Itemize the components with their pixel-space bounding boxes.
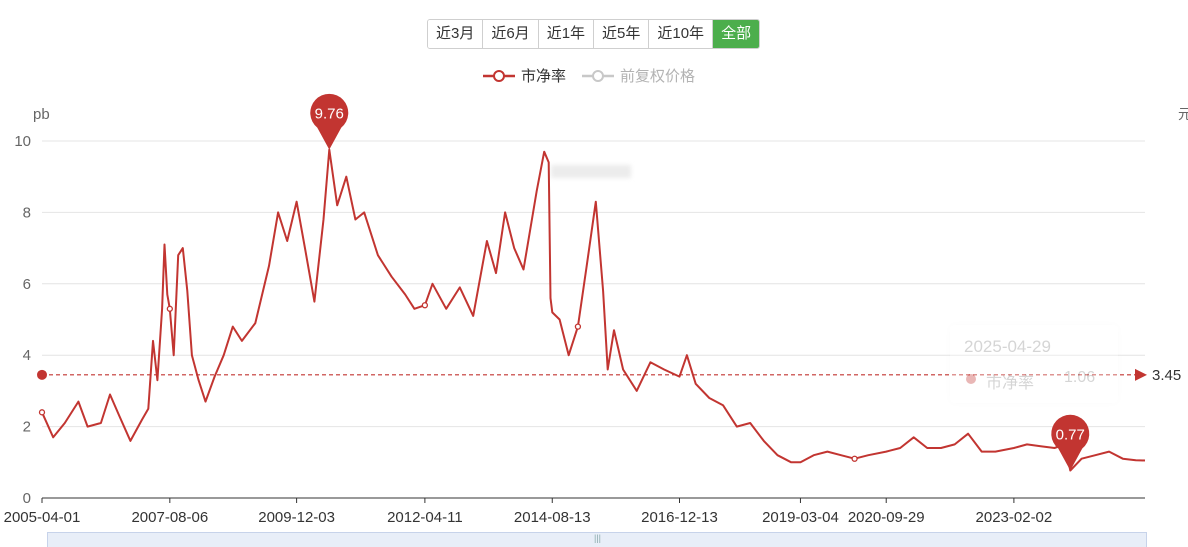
time-range-selector: 近3月 近6月 近1年 近5年 近10年 全部 [427, 19, 761, 49]
legend-label-price: 前复权价格 [620, 68, 696, 85]
tooltip-value: 1.06 [1064, 369, 1096, 386]
data-point [38, 409, 46, 416]
pb-series-line [41, 148, 1146, 472]
range-button-1y[interactable]: 近1年 [538, 20, 595, 48]
max-min-pin-marker [310, 93, 349, 150]
range-button-10y[interactable]: 近10年 [649, 20, 714, 48]
tooltip-series-dot [966, 374, 976, 384]
x-tick-label: 2023-02-02 [976, 509, 1053, 526]
mark-line-arrow [1135, 368, 1147, 381]
pin-marker-label: 0.77 [1056, 427, 1085, 444]
y-tick-label: 0 [23, 490, 31, 507]
x-tick-label: 2005-04-01 [4, 509, 81, 526]
data-point [421, 302, 429, 309]
x-tick-label: 2007-08-06 [131, 509, 208, 526]
pin-marker-label: 9.76 [315, 106, 344, 123]
max-min-pin-marker [1051, 414, 1090, 471]
range-button-6m[interactable]: 近6月 [483, 20, 539, 48]
legend-item-price[interactable]: 前复权价格 [582, 65, 695, 86]
legend-item-pb[interactable]: 市净率 [483, 65, 566, 86]
y-tick-label: 6 [23, 276, 31, 293]
data-point [851, 455, 858, 462]
y-tick-label: 4 [23, 347, 31, 364]
legend-label-pb: 市净率 [521, 68, 567, 85]
y-tick-label: 8 [23, 204, 31, 221]
chart-legend: 市净率 前复权价格 [483, 65, 695, 86]
data-zoom-slider[interactable]: ||| [47, 532, 1147, 547]
data-point [166, 305, 173, 312]
range-button-5y[interactable]: 近5年 [594, 20, 650, 48]
right-axis-name: 元 [1178, 106, 1188, 122]
x-tick-label: 2019-03-04 [762, 509, 839, 526]
y-tick-label: 2 [23, 419, 31, 436]
tooltip: 2025-04-29 市净率 1.06 [950, 325, 1118, 403]
x-tick-label: 2009-12-03 [258, 509, 335, 526]
tooltip-series-name: 市净率 [986, 375, 1035, 392]
y-tick-label: 10 [14, 133, 31, 150]
data-point [574, 323, 582, 330]
range-button-3m[interactable]: 近3月 [428, 20, 484, 48]
mark-line-label: 3.45 [1152, 367, 1181, 384]
x-tick-label: 2012-04-11 [387, 509, 463, 526]
x-tick-label: 2016-12-13 [641, 509, 718, 526]
x-tick-label: 2014-08-13 [514, 509, 591, 526]
watermark [551, 165, 631, 178]
x-tick-label: 2020-09-29 [848, 509, 925, 526]
legend-line-circle-icon [483, 69, 515, 82]
range-button-all[interactable]: 全部 [713, 20, 760, 48]
legend-line-circle-icon [582, 69, 615, 82]
slider-grip-icon[interactable]: ||| [594, 533, 602, 543]
y-axis-label: pb [33, 106, 50, 123]
tooltip-date: 2025-04-29 [964, 337, 1051, 356]
mark-line-start-dot [37, 369, 47, 380]
